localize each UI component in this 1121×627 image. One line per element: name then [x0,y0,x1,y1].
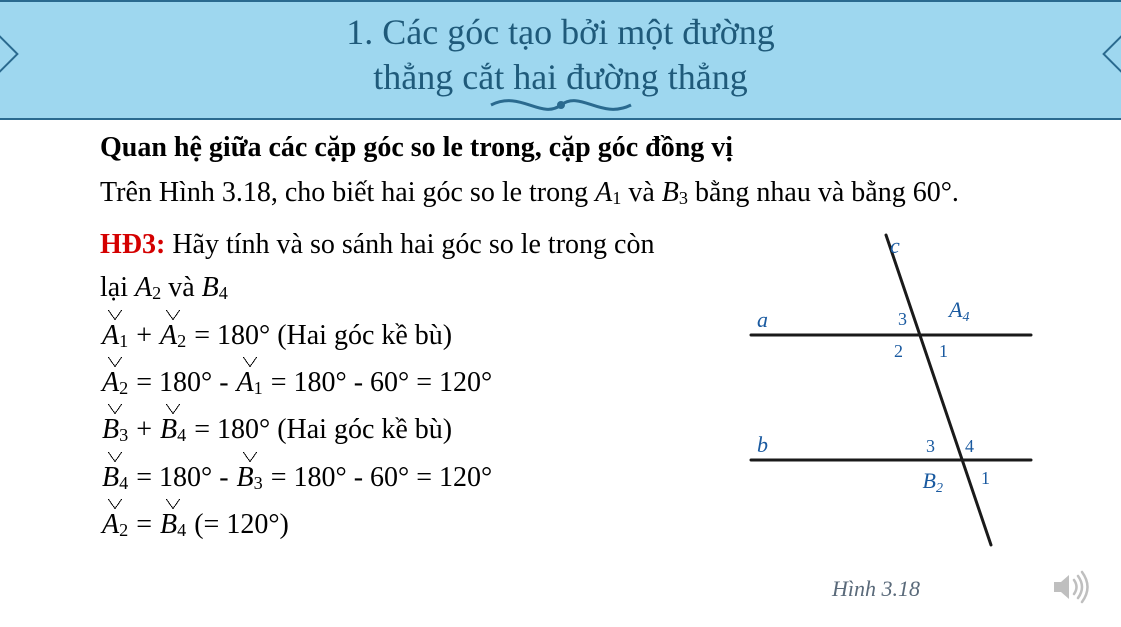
intro-A: A [595,177,612,208]
sound-icon [1051,570,1091,609]
hd3-A-sub: 2 [152,283,161,303]
angle-symbol: B4 [100,456,130,499]
svg-text:B2: B2 [923,468,943,496]
hd3-label: HĐ3: [100,229,165,260]
math-line: A1+A2= 180° (Hai góc kề bù) [100,314,661,357]
intro-B-sub: 3 [679,188,688,208]
angle-symbol: B4 [158,503,188,546]
hd3-A: A [135,272,152,303]
intro-suffix: bằng nhau và bằng 60°. [688,177,959,208]
hd3-and: và [161,272,201,303]
angle-symbol: A2 [158,314,188,357]
svg-text:b: b [757,432,768,457]
hd3-line: HĐ3: Hãy tính và so sánh hai góc so le t… [100,223,661,310]
math-text: = 180° - [136,456,228,499]
angle-symbol: A2 [100,361,130,404]
angle-symbol: A1 [235,361,265,404]
svg-text:c: c [890,233,900,258]
header-title-line2: thẳng cắt hai đường thẳng [373,57,747,97]
angle-symbol: A1 [100,314,130,357]
angle-symbol: B3 [235,456,265,499]
math-text: + [136,314,152,357]
math-text: = [136,503,152,546]
header-title: 1. Các góc tạo bởi một đường thẳng cắt h… [0,10,1121,100]
svg-text:2: 2 [894,341,903,361]
working-column: HĐ3: Hãy tính và so sánh hai góc so le t… [100,221,661,547]
angle-symbol: B4 [158,408,188,451]
math-text: = 180° (Hai góc kề bù) [194,314,452,357]
math-line: A2= 180° -A1= 180° - 60° = 120° [100,361,661,404]
math-text: = 180° (Hai góc kề bù) [194,408,452,451]
svg-text:1: 1 [981,468,990,488]
angle-symbol: B3 [100,408,130,451]
math-line: B4= 180° -B3= 180° - 60° = 120° [100,456,661,499]
angle-symbol: A2 [100,503,130,546]
svg-text:a: a [757,307,768,332]
figure-svg: abcA4321341B2 [691,225,1051,555]
intro-B: B [662,177,679,208]
hd3-B-sub: 4 [219,283,228,303]
math-text: = 180° - 60° = 120° [271,361,493,404]
svg-text:3: 3 [926,436,935,456]
figure-caption: Hình 3.18 [691,572,1061,606]
math-text: = 180° - 60° = 120° [271,456,493,499]
figure: abcA4321341B2 Hình 3.18 [691,221,1061,606]
math-line: B3+B4= 180° (Hai góc kề bù) [100,408,661,451]
intro-mid: và [621,177,661,208]
math-text: = 180° - [136,361,228,404]
intro-text: Trên Hình 3.18, cho biết hai góc so le t… [100,171,1061,214]
header-title-line1: 1. Các góc tạo bởi một đường [346,12,775,52]
math-text: + [136,408,152,451]
subheading: Quan hệ giữa các cặp góc so le trong, cặ… [100,126,1061,169]
hd3-B: B [202,272,219,303]
math-text: (= 120°) [194,503,289,546]
banner-ornament [0,96,1121,114]
svg-text:A4: A4 [947,297,969,325]
math-lines: A1+A2= 180° (Hai góc kề bù)A2= 180° -A1=… [100,314,661,547]
math-line: A2=B4(= 120°) [100,503,661,546]
svg-text:3: 3 [898,309,907,329]
svg-text:4: 4 [965,436,974,456]
header-banner: 1. Các góc tạo bởi một đường thẳng cắt h… [0,0,1121,120]
svg-text:1: 1 [939,341,948,361]
content: Quan hệ giữa các cặp góc so le trong, cặ… [0,126,1121,606]
intro-A-sub: 1 [612,188,621,208]
intro-prefix: Trên Hình 3.18, cho biết hai góc so le t… [100,177,595,208]
